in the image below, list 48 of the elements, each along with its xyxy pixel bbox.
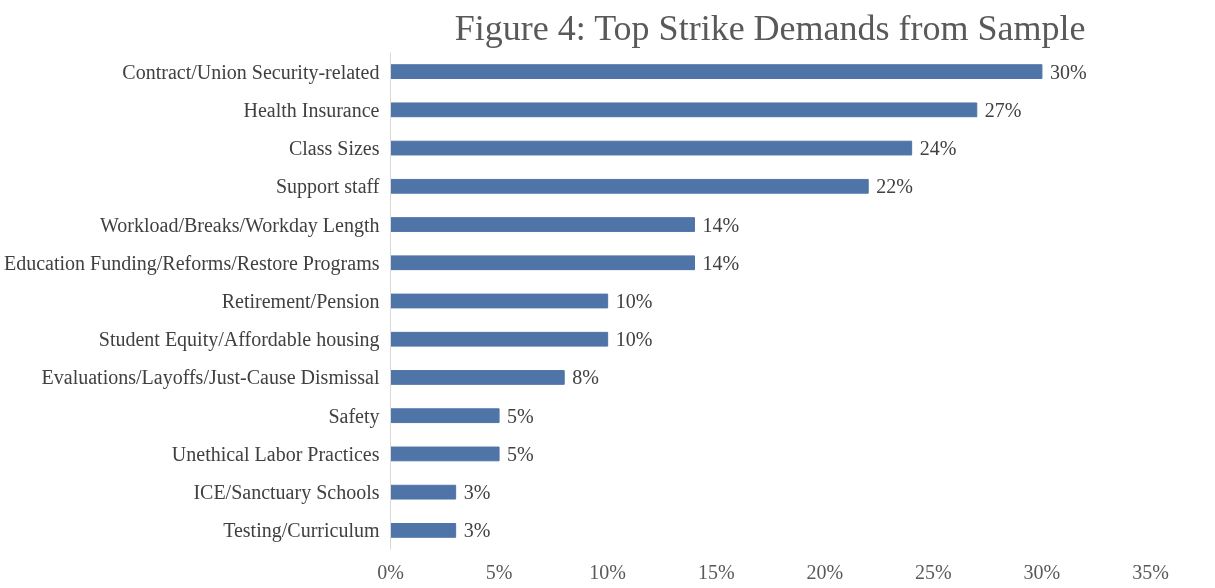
y-tick-label: Unethical Labor Practices bbox=[171, 442, 380, 465]
data-label: 10% bbox=[615, 290, 653, 312]
bar bbox=[390, 102, 978, 118]
y-tick-label: Retirement/Pension bbox=[221, 290, 380, 312]
bar bbox=[390, 140, 913, 156]
bar bbox=[390, 523, 457, 538]
bar bbox=[390, 370, 565, 385]
y-tick-label: Health Insurance bbox=[243, 98, 380, 121]
bar bbox=[390, 408, 500, 424]
x-tick-label: 20% bbox=[806, 560, 844, 583]
y-tick-label: Contract/Union Security-related bbox=[122, 60, 380, 84]
data-label: 22% bbox=[876, 175, 913, 198]
y-tick-label: Education Funding/Reforms/Restore Programs bbox=[3, 251, 380, 275]
x-tick-label: 5% bbox=[485, 560, 513, 583]
y-tick-label: Student Equity/Affordable housing bbox=[98, 328, 380, 352]
data-label: 3% bbox=[463, 481, 491, 504]
bar bbox=[390, 446, 500, 462]
data-label: 30% bbox=[1049, 60, 1087, 83]
y-tick-label: Support staff bbox=[275, 175, 380, 199]
bar bbox=[390, 484, 457, 500]
x-tick-label: 10% bbox=[589, 560, 626, 583]
y-tick-label: Evaluations/Layoffs/Just-Cause Dismissal bbox=[41, 366, 380, 390]
y-tick-label: Workload/Breaks/Workday Length bbox=[100, 213, 380, 237]
y-tick-label: Safety bbox=[328, 404, 380, 428]
bar bbox=[390, 255, 695, 271]
x-tick-label: 15% bbox=[697, 560, 735, 583]
data-label: 14% bbox=[702, 213, 740, 236]
x-tick-label: 30% bbox=[1023, 560, 1061, 583]
bar bbox=[390, 178, 869, 194]
data-label: 14% bbox=[702, 251, 740, 274]
data-label: 5% bbox=[507, 442, 534, 465]
bar bbox=[390, 331, 609, 347]
chart-title: Figure 4: Top Strike Demands from Sample bbox=[454, 7, 1086, 48]
y-tick-label: ICE/Sanctuary Schools bbox=[193, 481, 380, 505]
data-label: 5% bbox=[507, 404, 534, 427]
bar bbox=[390, 217, 695, 232]
data-label: 3% bbox=[463, 519, 491, 542]
y-tick-label: Testing/Curriculum bbox=[223, 519, 380, 543]
data-label: 8% bbox=[572, 366, 599, 389]
data-label: 10% bbox=[615, 328, 653, 351]
bar bbox=[390, 64, 1043, 79]
data-label: 27% bbox=[984, 98, 1022, 121]
y-tick-label: Class Sizes bbox=[288, 137, 380, 160]
x-tick-label: 0% bbox=[377, 560, 404, 583]
bar bbox=[390, 293, 609, 309]
x-tick-label: 25% bbox=[915, 560, 952, 583]
data-label: 24% bbox=[919, 137, 957, 160]
x-tick-label: 35% bbox=[1132, 560, 1169, 583]
